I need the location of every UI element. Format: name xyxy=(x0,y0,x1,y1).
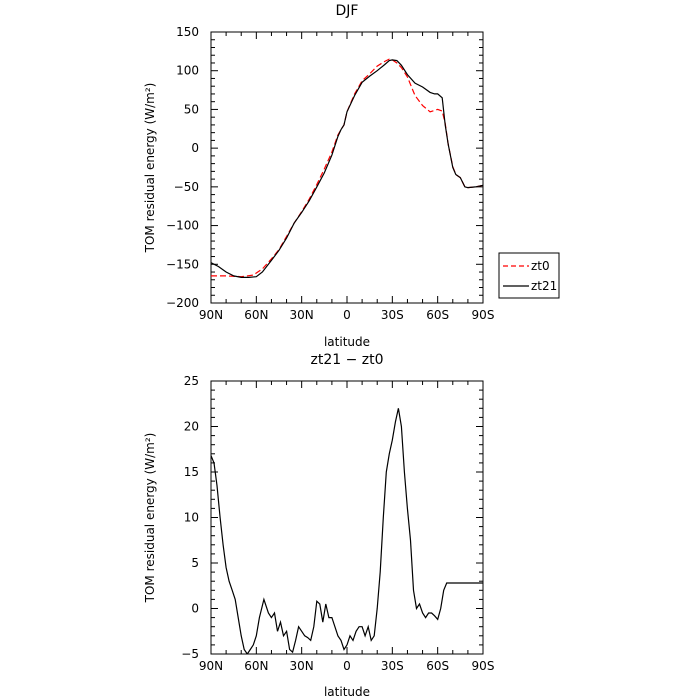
x-tick-label: 60S xyxy=(426,308,449,322)
x-tick-label: 60N xyxy=(244,308,268,322)
x-tick-label: 90N xyxy=(199,659,223,673)
x-tick-label: 60N xyxy=(244,659,268,673)
legend-box xyxy=(498,252,560,299)
y-tick-label: −150 xyxy=(166,257,199,271)
y-tick-label: 50 xyxy=(184,102,199,116)
plot-frame xyxy=(210,380,484,655)
y-tick-label: 15 xyxy=(184,465,199,479)
x-tick-label: 90N xyxy=(199,308,223,322)
y-tick-label: 0 xyxy=(191,141,199,155)
bottom-panel: zt21 − zt0 90N 60N 30N 0 30S 60S 90S −5 0 5 10 15 20 2… xyxy=(143,352,494,699)
x-axis-label: latitude xyxy=(324,335,370,349)
x-tick-label: 30S xyxy=(381,308,404,322)
legend: zt0 zt21 xyxy=(498,252,560,299)
legend-label-zt0: zt0 xyxy=(531,259,550,273)
x-tick-label: 0 xyxy=(343,308,351,322)
chart-title: DJF xyxy=(336,3,359,19)
x-tick-label: 0 xyxy=(343,659,351,673)
y-tick-label: −200 xyxy=(166,296,199,310)
series-line-zt0 xyxy=(211,58,483,278)
series-line-series-0 xyxy=(211,408,483,654)
series-line-zt21 xyxy=(211,59,483,278)
y-tick-label: 0 xyxy=(191,602,199,616)
y-axis-label: TOM residual energy (W/m²) xyxy=(143,433,157,604)
x-tick-label: 30N xyxy=(290,308,314,322)
y-tick-label: 25 xyxy=(184,374,199,388)
y-tick-label: −5 xyxy=(181,647,199,661)
top-panel: DJF 90N 60N 30N 0 30S 60S 90S −200 −150 −100 −50 0 50… xyxy=(143,3,494,349)
y-tick-label: 100 xyxy=(176,64,199,78)
y-tick-label: 20 xyxy=(184,420,199,434)
x-tick-label: 90S xyxy=(472,308,495,322)
y-tick-label: 10 xyxy=(184,511,199,525)
x-tick-label: 60S xyxy=(426,659,449,673)
plot-frame xyxy=(210,31,484,304)
x-tick-label: 30S xyxy=(381,659,404,673)
y-tick-label: −100 xyxy=(166,219,199,233)
x-tick-label: 90S xyxy=(472,659,495,673)
y-tick-label: 150 xyxy=(176,25,199,39)
x-tick-label: 30N xyxy=(290,659,314,673)
legend-label-zt21: zt21 xyxy=(531,279,557,293)
x-axis-label: latitude xyxy=(324,685,370,699)
y-axis-label: TOM residual energy (W/m²) xyxy=(143,83,157,254)
y-tick-label: −50 xyxy=(174,180,199,194)
y-tick-label: 5 xyxy=(191,556,199,570)
chart-title: zt21 − zt0 xyxy=(310,352,383,368)
